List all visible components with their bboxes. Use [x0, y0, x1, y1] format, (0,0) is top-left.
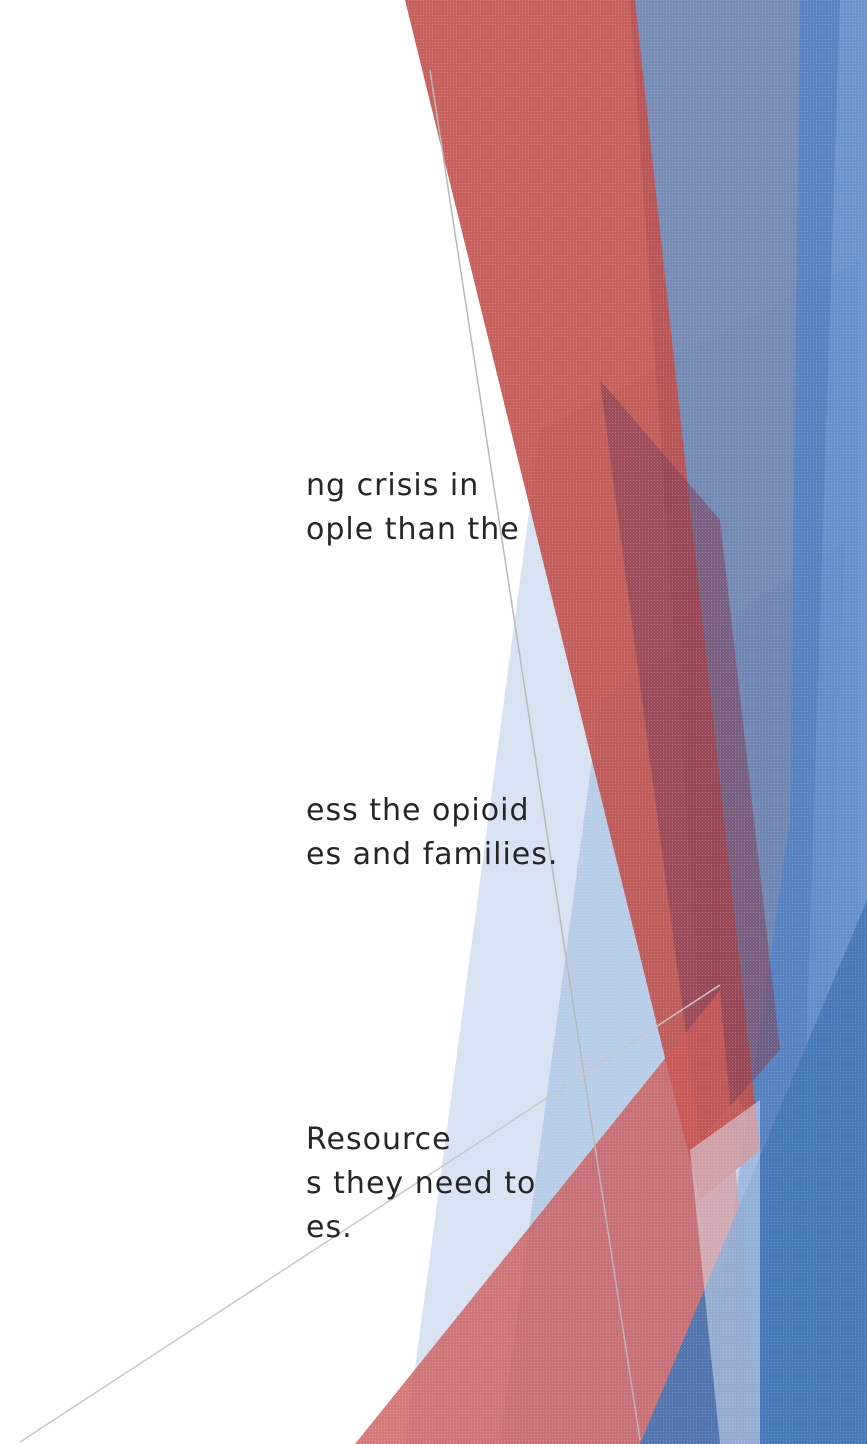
paragraph-3-line-2: s they need to — [306, 1166, 537, 1201]
paragraph-1-line-2: ople than the — [306, 512, 520, 547]
paragraph-3-line-3: es. — [306, 1210, 353, 1245]
thin-line-1 — [429, 69, 641, 1441]
thin-line-2 — [19, 984, 721, 1443]
paragraph-3-line-1: Resource — [306, 1122, 452, 1157]
paragraph-2-line-1: ess the opioid — [306, 793, 530, 828]
paragraph-2-line-2: es and families. — [306, 837, 559, 872]
paragraph-1-line-1: ng crisis in — [306, 468, 480, 503]
